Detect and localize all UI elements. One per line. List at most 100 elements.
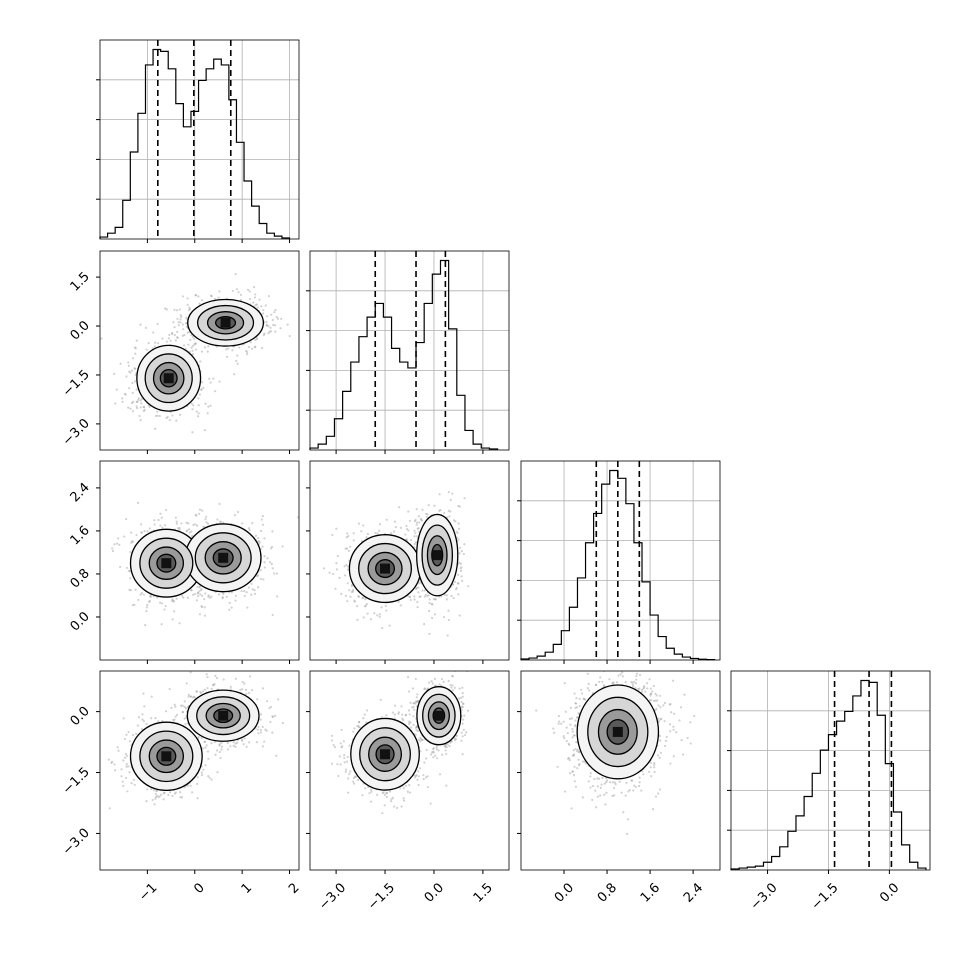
scatter-point xyxy=(361,596,365,599)
scatter-point xyxy=(461,579,464,582)
scatter-point xyxy=(130,541,133,544)
scatter-point xyxy=(184,723,187,726)
scatter-point xyxy=(131,391,134,394)
panel-frame xyxy=(99,460,300,661)
scatter-point xyxy=(445,594,448,597)
scatter-point xyxy=(127,569,131,573)
scatter-point xyxy=(203,597,206,601)
scatter-point xyxy=(173,325,176,329)
scatter-point xyxy=(405,527,409,531)
scatter-point xyxy=(415,508,418,511)
scatter-point xyxy=(168,333,171,336)
scatter-point xyxy=(194,513,197,516)
y-tick-label: 0.0 xyxy=(68,318,93,343)
scatter-point xyxy=(194,342,197,345)
scatter-point xyxy=(250,582,253,585)
scatter-point xyxy=(253,592,257,596)
scatter-point xyxy=(171,332,174,336)
scatter-point xyxy=(178,413,182,416)
scatter-point xyxy=(128,588,131,591)
scatter-point xyxy=(250,347,254,350)
scatter-point xyxy=(140,591,143,595)
scatter-point xyxy=(227,347,230,350)
scatter-point xyxy=(376,532,379,535)
scatter-point xyxy=(160,602,164,605)
scatter-point xyxy=(452,596,455,600)
scatter-point xyxy=(160,516,163,519)
scatter-point xyxy=(346,532,349,535)
scatter-point xyxy=(263,561,266,564)
scatter-point xyxy=(210,595,213,598)
scatter-point xyxy=(405,538,408,541)
scatter-point xyxy=(419,517,422,520)
scatter-point xyxy=(191,353,195,356)
scatter-point xyxy=(392,530,396,533)
scatter-point xyxy=(147,342,150,345)
scatter-point xyxy=(247,346,251,349)
scatter-point xyxy=(214,753,217,756)
scatter-point xyxy=(176,317,179,320)
scatter-point xyxy=(263,555,266,558)
scatter-point xyxy=(188,531,191,534)
scatter-point xyxy=(180,796,184,799)
scatter-point xyxy=(258,298,261,301)
scatter-point xyxy=(196,595,200,598)
scatter-point xyxy=(152,789,156,792)
histogram-panel-1 xyxy=(96,39,300,243)
scatter-point xyxy=(271,715,275,719)
scatter-point xyxy=(190,402,193,405)
scatter-point xyxy=(123,535,126,538)
scatter-point xyxy=(221,597,224,600)
scatter-point xyxy=(250,593,253,596)
scatter-point xyxy=(198,613,202,616)
scatter-point xyxy=(136,724,139,727)
scatter-point xyxy=(460,566,463,569)
scatter-point xyxy=(373,612,376,615)
scatter-point xyxy=(243,589,246,593)
scatter-point xyxy=(394,525,397,529)
scatter-point xyxy=(196,524,199,527)
scatter-point xyxy=(352,539,355,542)
scatter-point xyxy=(190,588,193,592)
scatter-point xyxy=(221,596,224,599)
scatter-point xyxy=(204,746,207,749)
scatter-point xyxy=(344,547,347,550)
scatter-point xyxy=(127,361,130,364)
scatter-point xyxy=(378,613,381,616)
scatter-point xyxy=(414,518,417,521)
scatter-point xyxy=(139,323,142,326)
scatter-point xyxy=(275,572,279,575)
scatter-point xyxy=(215,749,219,752)
scatter-point xyxy=(219,520,223,523)
scatter-point xyxy=(273,714,277,717)
scatter-point xyxy=(414,532,417,535)
scatter-point xyxy=(139,419,142,422)
scatter-point xyxy=(323,567,326,570)
scatter-point xyxy=(129,589,132,592)
scatter-point xyxy=(197,397,200,400)
scatter-point xyxy=(181,710,184,714)
scatter-point xyxy=(210,778,213,781)
scatter-point xyxy=(408,595,412,598)
scatter-point xyxy=(271,567,274,570)
scatter-point xyxy=(154,795,158,799)
scatter-point xyxy=(179,321,182,324)
scatter-point xyxy=(369,618,372,621)
scatter-point xyxy=(258,541,262,544)
scatter-point xyxy=(193,695,196,698)
scatter-point xyxy=(177,527,180,530)
scatter-point xyxy=(425,512,428,515)
scatter-point xyxy=(192,404,195,407)
scatter-point xyxy=(253,296,257,299)
scatter-point xyxy=(463,543,466,546)
scatter-point xyxy=(171,794,174,798)
scatter-point xyxy=(195,410,198,413)
scatter-point xyxy=(256,306,259,309)
scatter-point xyxy=(169,339,172,342)
scatter-point xyxy=(145,610,148,613)
scatter-point xyxy=(181,711,184,714)
scatter-point xyxy=(229,685,232,688)
scatter-point xyxy=(193,337,196,340)
scatter-point xyxy=(123,392,126,395)
scatter-point xyxy=(142,720,146,723)
